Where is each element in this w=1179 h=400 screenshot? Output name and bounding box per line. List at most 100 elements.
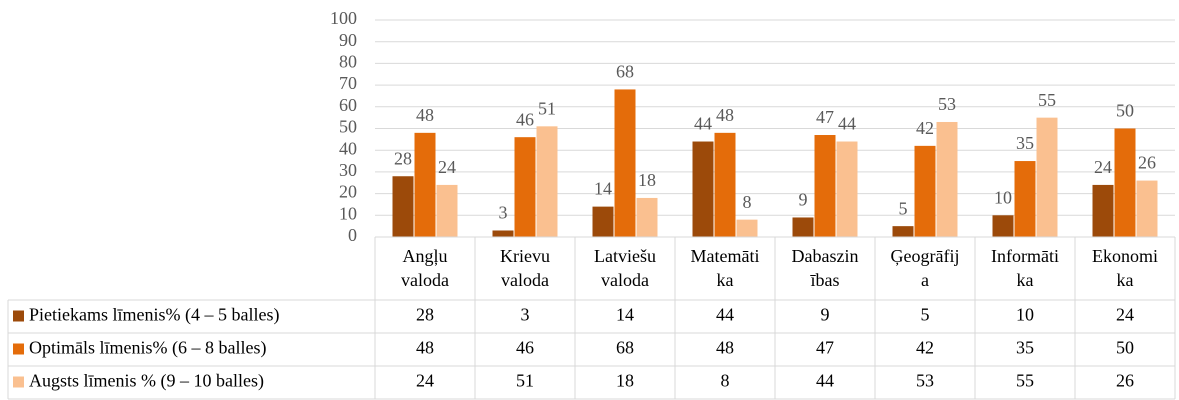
y-tick-label: 70 (339, 73, 357, 93)
table-cell: 26 (1116, 371, 1134, 391)
x-tick-label: ka (1017, 270, 1034, 290)
x-tick-label: valoda (501, 270, 549, 290)
x-tick-label: Informāti (991, 246, 1059, 266)
bar (436, 184, 458, 237)
y-tick-label: 80 (339, 52, 357, 72)
y-tick-label: 10 (339, 203, 357, 223)
bar (914, 145, 936, 237)
data-label: 24 (1094, 157, 1112, 177)
legend-label: Pietiekams līmenis% (4 – 5 balles) (29, 305, 279, 326)
bar (892, 226, 914, 237)
bar (736, 219, 758, 237)
data-label: 44 (694, 114, 712, 134)
y-tick-label: 20 (339, 182, 357, 202)
y-tick-label: 30 (339, 160, 357, 180)
bar (1136, 180, 1158, 237)
bar (614, 89, 636, 237)
data-label: 14 (594, 179, 612, 199)
bar (814, 135, 836, 237)
table-cell: 5 (921, 305, 930, 325)
data-label: 68 (616, 62, 634, 82)
table-cell: 8 (721, 371, 730, 391)
table-cell: 44 (716, 305, 734, 325)
bar (714, 132, 736, 237)
data-label: 42 (916, 118, 934, 138)
y-tick-label: 60 (339, 95, 357, 115)
legend-label: Optimāls līmenis% (6 – 8 balles) (29, 338, 266, 359)
data-label: 51 (538, 98, 556, 118)
data-label: 48 (416, 105, 434, 125)
table-cell: 24 (416, 371, 434, 391)
x-tick-label: ības (810, 270, 840, 290)
x-tick-label: Ekonomi (1092, 246, 1158, 266)
x-tick-label: ka (717, 270, 734, 290)
data-label: 50 (1116, 101, 1134, 121)
x-tick-label: Matemāti (691, 246, 760, 266)
bar (1092, 184, 1114, 237)
data-label: 55 (1038, 90, 1056, 110)
data-label: 26 (1138, 153, 1156, 173)
bar (1014, 161, 1036, 237)
data-label: 10 (994, 187, 1012, 207)
bar (414, 132, 436, 237)
table-cell: 51 (516, 371, 534, 391)
data-label: 8 (743, 192, 752, 212)
data-label: 53 (938, 94, 956, 114)
bar (936, 121, 958, 237)
data-label: 48 (716, 105, 734, 125)
y-tick-label: 0 (348, 225, 357, 245)
table-cell: 24 (1116, 305, 1134, 325)
y-tick-label: 100 (330, 8, 357, 28)
x-tick-label: Krievu (500, 246, 550, 266)
data-label: 28 (394, 148, 412, 168)
bar (514, 137, 536, 237)
x-tick-label: Angļu (403, 246, 448, 266)
data-label: 5 (899, 198, 908, 218)
table-cell: 48 (416, 338, 434, 358)
bar (792, 217, 814, 237)
data-label: 9 (799, 190, 808, 210)
legend-swatch (13, 343, 24, 355)
y-tick-label: 40 (339, 138, 357, 158)
legend-swatch (13, 310, 24, 322)
bar (492, 230, 514, 237)
table-cell: 28 (416, 305, 434, 325)
data-label: 46 (516, 109, 534, 129)
table-cell: 53 (916, 371, 934, 391)
table-cell: 18 (616, 371, 634, 391)
data-label: 3 (499, 203, 508, 223)
bar (392, 176, 414, 237)
x-tick-label: a (921, 270, 929, 290)
data-label: 35 (1016, 133, 1034, 153)
y-tick-label: 90 (339, 30, 357, 50)
table-cell: 10 (1016, 305, 1034, 325)
x-tick-label: valoda (601, 270, 649, 290)
x-tick-label: ka (1117, 270, 1134, 290)
bar (536, 126, 558, 237)
bar (592, 206, 614, 237)
table-cell: 35 (1016, 338, 1034, 358)
bar (836, 141, 858, 237)
bar (1114, 128, 1136, 237)
bar (1036, 117, 1058, 237)
table-cell: 50 (1116, 338, 1134, 358)
bar (992, 215, 1014, 237)
table-cell: 9 (821, 305, 830, 325)
x-tick-label: Dabaszin (792, 246, 859, 266)
table-cell: 42 (916, 338, 934, 358)
x-tick-label: Ģeogrāfij (891, 246, 960, 266)
table-cell: 55 (1016, 371, 1034, 391)
table-cell: 44 (816, 371, 834, 391)
data-label: 24 (438, 157, 456, 177)
y-tick-label: 50 (339, 117, 357, 137)
table-cell: 14 (616, 305, 634, 325)
table-cell: 47 (816, 338, 834, 358)
table-cell: 68 (616, 338, 634, 358)
bar (636, 197, 658, 237)
legend-label: Augsts līmenis % (9 – 10 balles) (29, 371, 264, 392)
data-label: 44 (838, 114, 856, 134)
bar (692, 141, 714, 237)
table-cell: 3 (521, 305, 530, 325)
legend-swatch (13, 376, 24, 388)
